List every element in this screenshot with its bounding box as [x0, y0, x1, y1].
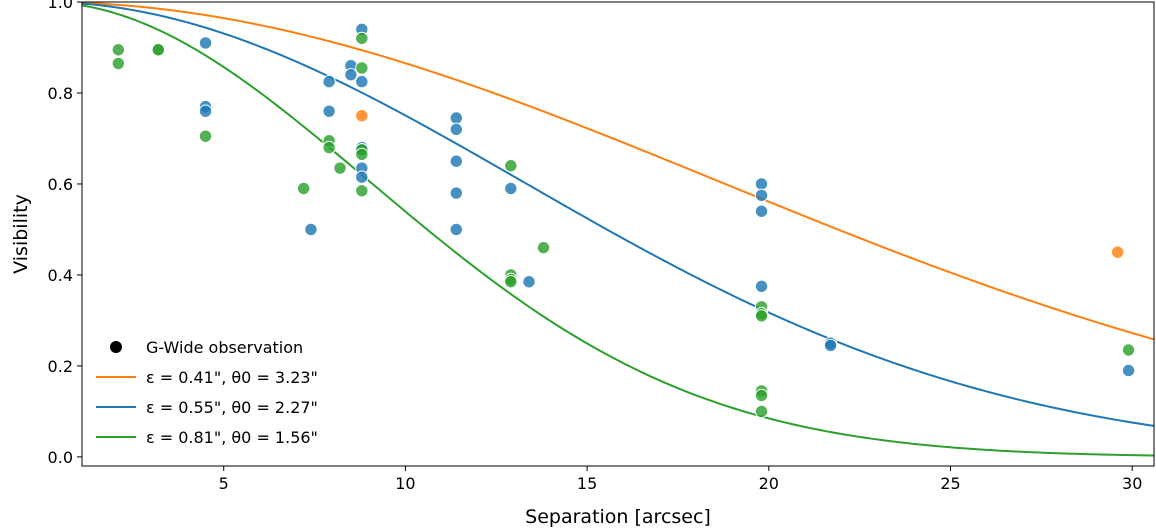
y-tick-label: 0.4 [48, 266, 73, 285]
data-point [355, 109, 369, 123]
data-point [198, 104, 213, 118]
data-point [1121, 363, 1136, 378]
y-tick-label: 0.2 [48, 357, 73, 376]
data-point [449, 154, 463, 168]
plot-frame [81, 1, 1155, 467]
data-point [536, 240, 551, 255]
data-point [355, 31, 369, 46]
data-point [111, 56, 126, 71]
x-tick-label: 20 [759, 474, 779, 493]
y-tick-label: 0.6 [48, 175, 73, 194]
data-point [754, 177, 769, 191]
data-point [823, 338, 838, 353]
data-point [333, 161, 347, 175]
data-point [111, 43, 126, 57]
legend-marker [110, 341, 122, 353]
data-point [355, 170, 369, 184]
data-point [344, 68, 358, 82]
data-point [355, 61, 369, 75]
data-point [198, 129, 213, 143]
x-tick-label: 30 [1122, 474, 1142, 493]
data-point [754, 404, 769, 419]
data-point [504, 275, 518, 289]
data-point [355, 147, 369, 162]
data-point [1110, 245, 1125, 259]
data-point [449, 111, 463, 125]
data-point [355, 184, 369, 198]
fit-curves [82, 2, 1154, 457]
data-point [449, 222, 463, 237]
data-point [754, 204, 769, 218]
data-point [1121, 343, 1136, 357]
data-point [754, 188, 769, 203]
data-point [322, 104, 336, 118]
x-tick-label: 25 [940, 474, 960, 493]
x-tick-label: 10 [395, 474, 415, 493]
fit-curve-1 [82, 2, 1154, 341]
x-axis-label: Separation [arcsec] [525, 506, 711, 528]
x-tick-label: 5 [219, 474, 229, 493]
legend: G-Wide observation ε = 0.41", θ0 = 3.23" ε… [96, 338, 318, 447]
legend-label: ε = 0.41", θ0 = 3.23" [146, 368, 318, 387]
legend-label: ε = 0.81", θ0 = 1.56" [146, 428, 318, 447]
fit-curve-3 [82, 4, 1154, 457]
data-point [198, 36, 213, 50]
data-point [754, 309, 769, 323]
data-points [111, 22, 1136, 419]
data-point [322, 140, 336, 155]
data-point [449, 122, 463, 137]
y-tick-label: 0.8 [48, 84, 73, 103]
data-point [449, 186, 463, 200]
y-axis: 0.0 0.2 0.4 0.6 0.8 1.0 [48, 0, 82, 467]
data-point [151, 43, 166, 57]
fit-curve-2 [82, 2, 1154, 427]
data-point [322, 74, 336, 89]
data-point [304, 222, 318, 237]
data-point [522, 275, 536, 289]
y-tick-label: 1.0 [48, 0, 73, 12]
data-point [754, 279, 769, 294]
data-point [504, 159, 518, 173]
data-point [754, 388, 769, 403]
legend-label: ε = 0.55", θ0 = 2.27" [146, 398, 318, 417]
x-tick-label: 15 [577, 474, 597, 493]
x-axis: 5 10 15 20 25 30 [219, 466, 1142, 493]
y-axis-label: Visibility [10, 194, 32, 274]
legend-label: G-Wide observation [146, 338, 303, 357]
y-tick-label: 0.0 [48, 448, 73, 467]
data-point [296, 181, 311, 196]
data-point [504, 181, 518, 196]
data-point [355, 74, 369, 89]
